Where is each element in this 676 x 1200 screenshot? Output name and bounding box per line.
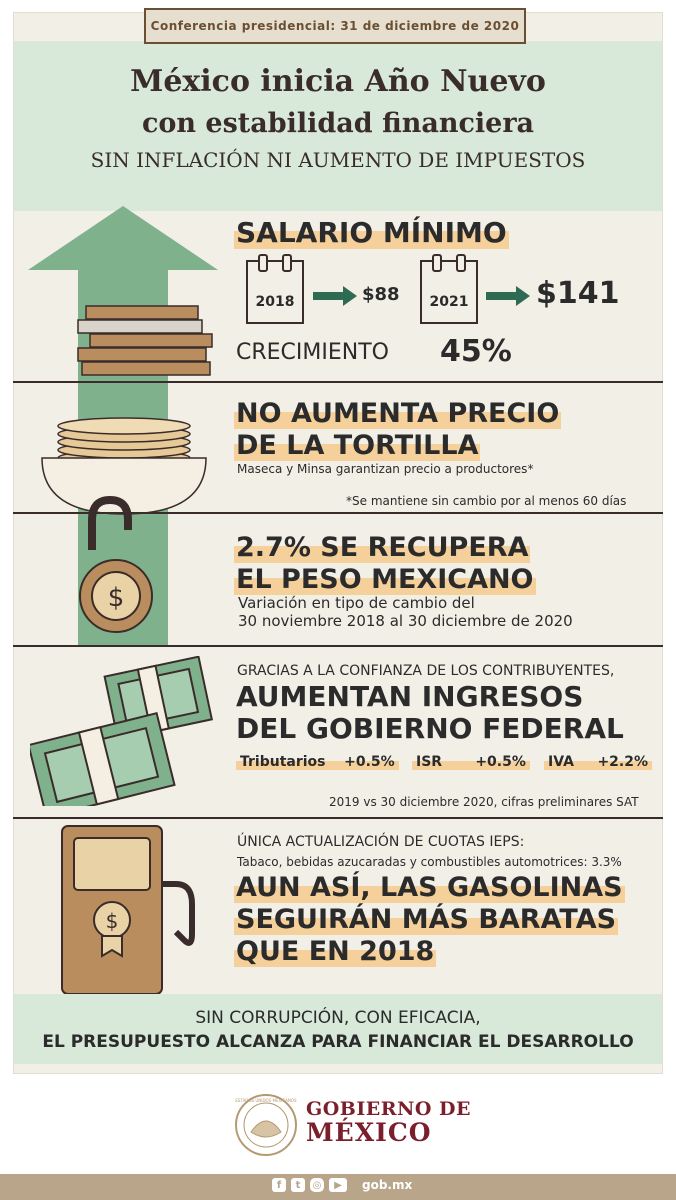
headline-line2: con estabilidad financiera <box>141 108 535 139</box>
gobierno-logo-line2: MÉXICO <box>306 1118 432 1147</box>
salario-value-2021: $141 <box>536 276 620 311</box>
conference-badge: Conferencia presidencial: 31 de diciembr… <box>144 8 526 44</box>
item-label: ISR <box>414 754 445 770</box>
gasolina-detail: Tabaco, bebidas azucaradas y combustible… <box>237 855 622 869</box>
gasolina-heading-line1: AUN ASÍ, LAS GASOLINAS <box>234 872 625 903</box>
ingresos-heading-line1: AUMENTAN INGRESOS <box>236 680 584 713</box>
salario-heading: SALARIO MÍNIMO <box>234 216 509 249</box>
item-value: +2.2% <box>595 754 650 770</box>
peso-heading-line1: 2.7% SE RECUPERA <box>234 532 531 563</box>
ingresos-source: 2019 vs 30 diciembre 2020, cifras prelim… <box>329 795 639 809</box>
coin-stack-icon <box>77 305 213 376</box>
facebook-icon[interactable]: f <box>272 1178 286 1192</box>
gobierno-logo-line1: GOBIERNO DE <box>306 1098 471 1120</box>
closing-line1: SIN CORRUPCIÓN, CON EFICACIA, <box>195 1008 481 1028</box>
calendar-2021-icon: 2021 <box>420 254 478 324</box>
growth-value: 45% <box>440 334 512 369</box>
twitter-icon[interactable]: t <box>291 1178 305 1192</box>
peso-desc-line1: Variación en tipo de cambio del <box>238 594 475 612</box>
gasolina-intro: ÚNICA ACTUALIZACIÓN DE CUOTAS IEPS: <box>237 834 525 850</box>
calendar-2018-icon: 2018 <box>246 254 304 324</box>
money-bills-icon <box>30 656 214 806</box>
coin-lock-icon: $ <box>79 495 153 633</box>
tortilla-subtitle: Maseca y Minsa garantizan precio a produ… <box>237 462 534 476</box>
growth-label: CRECIMIENTO <box>236 340 389 365</box>
section-divider <box>13 512 663 514</box>
tortilla-footnote: *Se mantiene sin cambio por al menos 60 … <box>346 494 627 508</box>
ingresos-heading-line2: DEL GOBIERNO FEDERAL <box>236 712 624 745</box>
ingresos-item-tributarios: Tributarios +0.5% <box>236 754 399 770</box>
headline-subtitle: SIN INFLACIÓN NI AUMENTO DE IMPUESTOS <box>90 148 586 172</box>
ingresos-intro: GRACIAS A LA CONFIANZA DE LOS CONTRIBUYE… <box>237 663 615 679</box>
gasolina-heading-line3: QUE EN 2018 <box>234 936 437 967</box>
site-link[interactable]: gob.mx <box>362 1178 413 1192</box>
tortilla-heading-line1: NO AUMENTA PRECIO <box>234 398 562 429</box>
national-seal-icon: ESTADOS UNIDOS MEXICANOS <box>235 1094 297 1156</box>
svg-text:$: $ <box>108 583 125 613</box>
section-divider <box>13 645 663 647</box>
right-arrow-icon <box>313 286 357 306</box>
section-divider <box>13 817 663 819</box>
salario-value-2018: $88 <box>362 284 400 305</box>
peso-heading-line2: EL PESO MEXICANO <box>234 564 536 595</box>
closing-line2: EL PRESUPUESTO ALCANZA PARA FINANCIAR EL… <box>42 1032 634 1052</box>
instagram-icon[interactable]: ◎ <box>310 1178 324 1192</box>
section-divider <box>13 381 663 383</box>
closing-band <box>14 994 662 1064</box>
item-value: +0.5% <box>473 754 528 770</box>
right-arrow-icon <box>486 286 530 306</box>
item-label: IVA <box>546 754 576 770</box>
youtube-icon[interactable]: ▶ <box>329 1178 347 1192</box>
peso-desc-line2: 30 noviembre 2018 al 30 diciembre de 202… <box>238 612 573 630</box>
gobierno-logo: GOBIERNO DE MÉXICO <box>306 1098 471 1147</box>
gasolina-heading-line2: SEGUIRÁN MÁS BARATAS <box>234 904 619 935</box>
tortilla-bowl-icon <box>41 417 207 515</box>
item-value: +0.5% <box>342 754 397 770</box>
tortilla-heading-line2: DE LA TORTILLA <box>234 430 481 461</box>
headline-line1: México inicia Año Nuevo <box>130 64 546 99</box>
item-label: Tributarios <box>238 754 328 770</box>
hero-band <box>14 41 662 211</box>
seal-text: ESTADOS UNIDOS MEXICANOS <box>235 1098 297 1103</box>
svg-text:$: $ <box>106 909 119 933</box>
gas-pump-icon: $ <box>61 825 195 994</box>
ingresos-item-isr: ISR +0.5% <box>412 754 530 770</box>
ingresos-item-iva: IVA +2.2% <box>544 754 652 770</box>
